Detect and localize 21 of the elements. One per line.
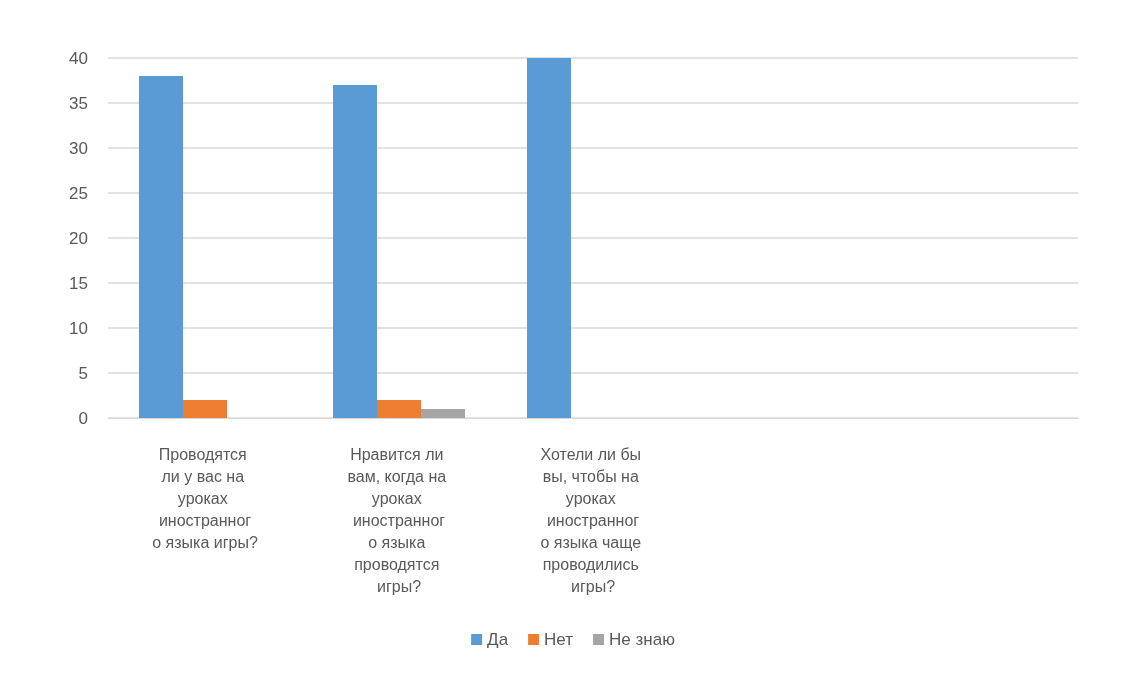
- y-tick-label: 35: [69, 93, 88, 113]
- bar: [377, 400, 421, 418]
- y-tick-label: 15: [69, 273, 88, 293]
- y-tick-label: 20: [69, 228, 88, 248]
- y-tick-label: 0: [78, 408, 88, 428]
- x-tick-label: Нравится ли вам, когда на уроках иностранного языка проводятся игры?: [347, 445, 451, 595]
- x-tick-label: Хотели ли бы вы, чтобы на уроках иностранного языка чаще проводились игры?: [540, 445, 646, 595]
- bar: [183, 400, 227, 418]
- legend-label: Нет: [544, 630, 574, 649]
- bar: [527, 58, 571, 418]
- bar: [333, 85, 377, 418]
- y-tick-label: 25: [69, 183, 88, 203]
- y-tick-label: 30: [69, 138, 88, 158]
- y-tick-label: 40: [69, 48, 88, 68]
- bar: [421, 409, 465, 418]
- legend-label: Да: [487, 630, 509, 649]
- x-tick-label: Проводятся ли у вас на уроках иностранного языка игры?: [152, 445, 258, 551]
- y-tick-label: 5: [78, 363, 88, 383]
- bar: [139, 76, 183, 418]
- legend-label: Не знаю: [609, 630, 676, 649]
- y-tick-label: 10: [69, 318, 88, 338]
